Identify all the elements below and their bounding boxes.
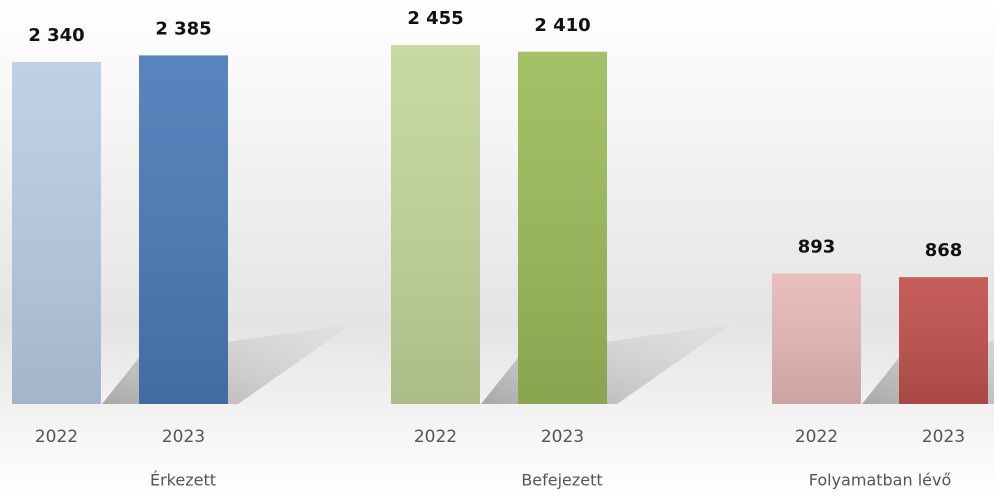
x-tick-label: 2023	[162, 427, 205, 447]
value-label: 2 385	[155, 18, 211, 39]
category-label: Befejezett	[521, 471, 602, 490]
bar-shade	[899, 277, 988, 404]
x-tick-label: 2023	[541, 427, 584, 447]
value-label: 2 410	[534, 15, 590, 36]
x-tick-label: 2023	[922, 427, 965, 447]
value-label: 868	[925, 240, 963, 261]
x-tick-label: 2022	[795, 427, 838, 447]
value-label: 2 340	[28, 25, 84, 46]
category-label: Folyamatban lévő	[809, 471, 952, 490]
value-label: 2 455	[407, 8, 463, 29]
bar-shade	[139, 55, 228, 405]
value-label: 893	[798, 236, 836, 257]
bar-shade	[518, 51, 607, 405]
x-tick-label: 2022	[35, 427, 78, 447]
bar-shade	[391, 45, 480, 405]
category-label: Érkezett	[150, 471, 216, 490]
bar-shade	[12, 61, 101, 405]
bar-shade	[772, 273, 861, 404]
x-tick-label: 2022	[414, 427, 457, 447]
